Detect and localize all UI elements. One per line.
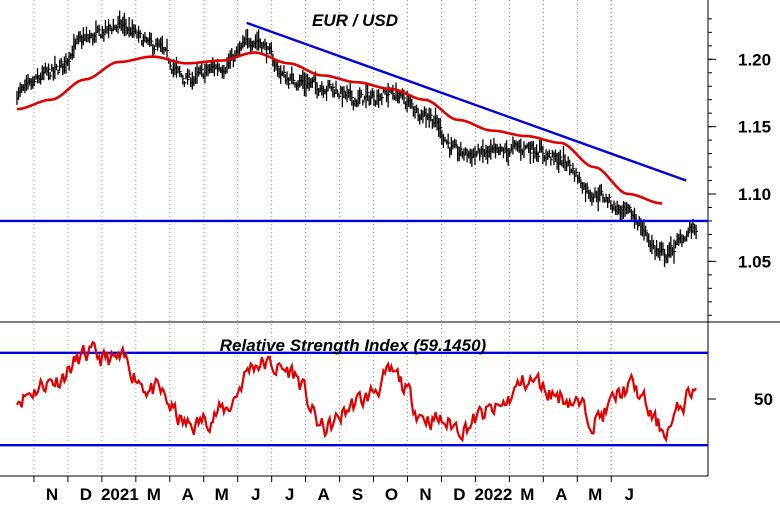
labels: N D 2021 M A M J J A S O N D 2022 M A M J 1.05 1.10 1.15 1.20… bbox=[46, 50, 773, 504]
price-tick-marks bbox=[708, 18, 716, 400]
price-tick-label: 1.20 bbox=[738, 50, 771, 69]
date-tick-label: M bbox=[215, 485, 229, 504]
price-bars bbox=[16, 10, 699, 268]
moving-average-line bbox=[16, 51, 663, 205]
price-tick-label: 1.10 bbox=[738, 185, 771, 204]
vertical-gridlines bbox=[33, 0, 612, 482]
trendline bbox=[246, 21, 687, 182]
date-tick-label: A bbox=[555, 485, 567, 504]
date-tick-label: M bbox=[520, 485, 534, 504]
date-tick-label: N bbox=[419, 485, 431, 504]
price-tick-label: 1.15 bbox=[738, 118, 771, 137]
rsi-tick-label: 50 bbox=[754, 390, 773, 409]
price-lines bbox=[0, 21, 708, 223]
date-tick-label: O bbox=[385, 485, 398, 504]
rsi-line bbox=[16, 340, 697, 443]
price-chart-title: EUR / USD bbox=[312, 11, 398, 30]
date-tick-label: 2021 bbox=[101, 485, 139, 504]
date-tick-label: N bbox=[46, 485, 58, 504]
date-tick-label: D bbox=[80, 485, 92, 504]
date-tick-label: M bbox=[147, 485, 161, 504]
date-tick-label: A bbox=[182, 485, 194, 504]
rsi-chart-title: Relative Strength Index (59.1450) bbox=[220, 336, 487, 355]
date-tick-label: D bbox=[453, 485, 465, 504]
date-tick-label: M bbox=[588, 485, 602, 504]
price-tick-label: 1.05 bbox=[738, 252, 771, 271]
date-tick-label: S bbox=[352, 485, 363, 504]
date-tick-label: J bbox=[624, 485, 633, 504]
date-tick-label: J bbox=[251, 485, 260, 504]
date-tick-label: 2022 bbox=[474, 485, 512, 504]
date-tick-label: J bbox=[285, 485, 294, 504]
date-tick-label: A bbox=[317, 485, 329, 504]
rsi-lines bbox=[0, 340, 708, 447]
